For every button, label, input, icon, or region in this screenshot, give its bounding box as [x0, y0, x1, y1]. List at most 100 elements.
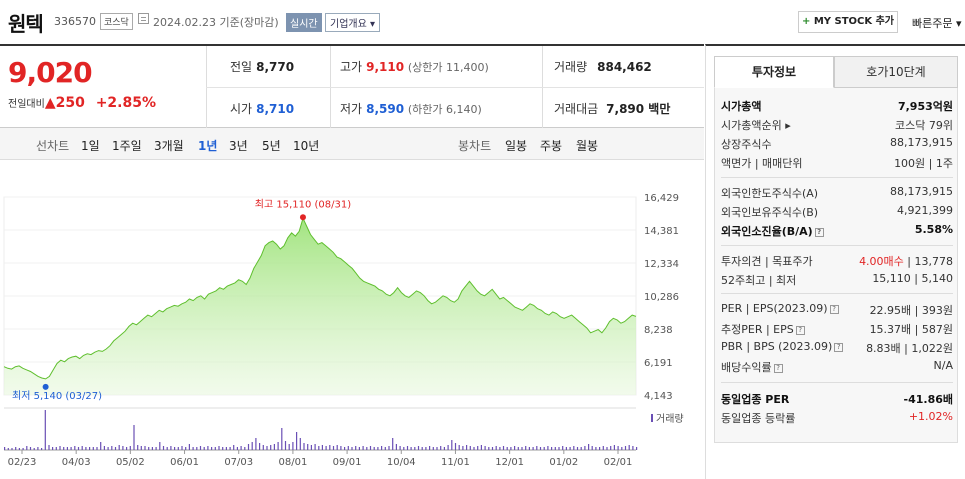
volume-bar [488, 447, 490, 450]
volume-bar [514, 446, 516, 450]
volume-bar [617, 446, 619, 450]
volume-bar [4, 447, 6, 450]
volume-bar [510, 447, 512, 450]
volume-bar [417, 446, 420, 450]
volume-bar [551, 447, 553, 450]
per-eps-row: PER | EPS(2023.09)? 22.95배 | 393원 [721, 302, 953, 317]
volume-bar [303, 443, 305, 450]
prev-close: 전일 8,770 [230, 60, 295, 74]
volume-bar [247, 444, 250, 450]
x-tick-label: 06/01 [170, 457, 199, 468]
volume-bar [233, 445, 235, 450]
company-overview-select[interactable]: 기업개요 ▾ [325, 13, 380, 32]
volume-bar [602, 446, 604, 450]
volume-bar [33, 448, 35, 450]
plus-icon: + [801, 16, 811, 27]
add-mystock-button[interactable]: + MY STOCK 추가 [798, 11, 898, 33]
candle-chart-label: 봉차트 [458, 139, 492, 153]
volume-bar [114, 447, 117, 450]
volume-bar [362, 446, 364, 450]
volume-bar [255, 438, 257, 450]
volume-bar [133, 425, 135, 450]
volume-bar [580, 447, 582, 450]
volume-bar [410, 447, 412, 450]
volume-bar [170, 446, 172, 450]
investment-info-panel: 투자정보 호가10단계 시가총액 7,953억원 시가총액순위 ▸ 코스닥 79위 … [705, 44, 965, 479]
sector-change-row[interactable]: 동일업종 등락률 +1.02% [721, 410, 953, 425]
volume-bar [270, 445, 272, 450]
volume-bar [469, 446, 471, 450]
period-5y[interactable]: 5년 [262, 139, 281, 153]
volume-bar [103, 446, 105, 450]
period-3y[interactable]: 3년 [229, 139, 248, 153]
change-value: 250 [55, 95, 85, 111]
add-mystock-label: MY STOCK 추가 [810, 16, 895, 27]
x-tick-label: 01/02 [549, 457, 578, 468]
volume-bar [484, 446, 486, 450]
volume-bar [532, 447, 534, 450]
volume-bar [41, 448, 43, 450]
divider [721, 382, 953, 383]
help-icon[interactable]: ? [834, 343, 844, 352]
realtime-button[interactable]: 실시간 [286, 13, 322, 32]
candle-monthly[interactable]: 월봉 [576, 139, 599, 153]
line-chart-label: 선차트 [36, 139, 70, 153]
volume-bar [296, 432, 298, 450]
x-tick-label: 09/01 [333, 457, 362, 468]
volume-bar [281, 428, 283, 450]
volume-bar [325, 446, 327, 450]
volume-bar [11, 448, 13, 450]
tab-invest-info[interactable]: 투자정보 [714, 56, 834, 88]
price-change: 전일대비▲250 +2.85% [8, 95, 156, 111]
y-tick-label: 16,429 [644, 193, 679, 204]
candle-daily[interactable]: 일봉 [505, 139, 528, 153]
help-icon[interactable]: ? [795, 326, 805, 335]
candle-weekly[interactable]: 주봉 [540, 139, 563, 153]
volume-bar [284, 441, 287, 450]
volume-bar [166, 447, 168, 450]
quick-order-button[interactable]: 빠른주문 ▾ [912, 17, 962, 30]
tab-hoga[interactable]: 호가10단계 [834, 56, 958, 88]
stock-header: 원텍 336570 코스닥 2024.02.23 기준(장마감) 실시간 기업개… [0, 0, 965, 44]
help-icon[interactable]: ? [773, 364, 783, 373]
period-1w[interactable]: 1주일 [112, 139, 142, 153]
volume-bar [355, 446, 357, 450]
period-3m[interactable]: 3개월 [154, 139, 184, 153]
volume-bar [569, 447, 571, 450]
help-icon[interactable]: ? [829, 305, 839, 314]
volume-bar [162, 446, 165, 450]
volume-bar [399, 446, 401, 450]
volume-bar [144, 446, 146, 450]
period-1d[interactable]: 1일 [81, 139, 100, 153]
volume-bar [388, 446, 390, 450]
volume-bar [344, 447, 346, 450]
volume-bar [384, 447, 386, 450]
pbr-bps-row: PBR | BPS (2023.09)? 8.83배 | 1,022원 [721, 340, 953, 355]
volume-bar [558, 447, 560, 450]
volume-bar [321, 445, 323, 450]
volume-bar [554, 447, 556, 450]
volume-bar [15, 447, 17, 450]
volume-bar [369, 446, 372, 450]
x-tick-label: 10/04 [387, 457, 416, 468]
price-area [4, 218, 636, 395]
period-1y[interactable]: 1년 [198, 139, 218, 153]
volume-bar [539, 447, 542, 450]
volume-bar [536, 446, 538, 450]
volume-bar [89, 447, 91, 450]
volume-bar [528, 447, 530, 450]
volume-bar [214, 447, 216, 450]
volume-bar [636, 447, 638, 450]
sector-per-row[interactable]: 동일업종 PER -41.86배 [721, 393, 953, 406]
volume-bar [222, 447, 224, 450]
volume-bar [59, 446, 61, 450]
volume-bar [499, 447, 501, 450]
volume-bar [229, 447, 231, 450]
volume-bar [70, 447, 72, 450]
period-10y[interactable]: 10년 [293, 139, 320, 153]
help-icon[interactable]: ? [814, 228, 824, 237]
volume-bar [29, 447, 32, 450]
open-price: 시가 8,710 [230, 102, 295, 116]
market-cap-rank-row[interactable]: 시가총액순위 ▸ 코스닥 79위 [721, 119, 953, 132]
volume-bar [100, 442, 102, 450]
